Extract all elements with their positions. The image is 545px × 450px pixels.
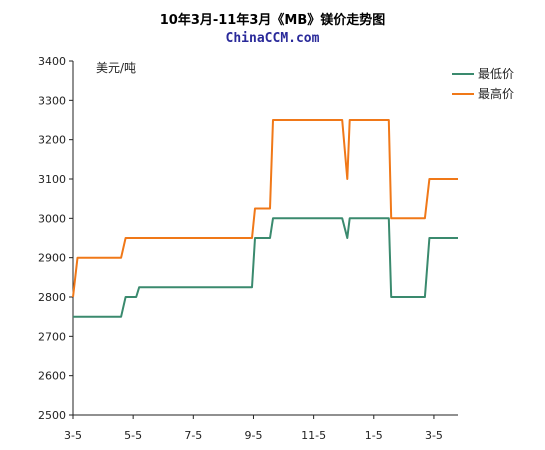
y-tick-label: 3300 — [38, 94, 66, 107]
y-tick-label: 2800 — [38, 291, 66, 304]
y-tick-label: 3000 — [38, 212, 66, 225]
legend-label: 最低价 — [478, 67, 514, 81]
series-line-low-price — [73, 217, 458, 318]
y-tick-label: 2500 — [38, 409, 66, 422]
y-tick-label: 3100 — [38, 173, 66, 186]
y-tick-label: 2700 — [38, 330, 66, 343]
y-tick-label: 3200 — [38, 134, 66, 147]
x-tick-label: 5-5 — [124, 429, 142, 442]
chart-subtitle: ChinaCCM.com — [225, 31, 320, 46]
series-line-high-price — [72, 119, 458, 298]
axes: 2500 2600 2700 2800 2900 3000 3100 3200 3300 3400… — [38, 55, 458, 442]
y-tick-label: 3400 — [38, 55, 66, 68]
x-tick-label: 7-5 — [184, 429, 202, 442]
x-tick-label: 3-5 — [425, 429, 443, 442]
y-tick-label: 2900 — [38, 252, 66, 265]
chart-title: 10年3月-11年3月《MB》镁价走势图 — [159, 13, 386, 28]
x-tick-label: 3-5 — [64, 429, 82, 442]
y-tick-label: 2600 — [38, 370, 66, 383]
unit-label: 美元/吨 — [96, 61, 136, 75]
legend-label: 最高价 — [478, 86, 514, 101]
x-tick-label: 9-5 — [244, 429, 262, 442]
series-lines — [72, 119, 458, 318]
x-tick-label: 1-5 — [365, 429, 383, 442]
x-tick-label: 11-5 — [301, 429, 326, 442]
